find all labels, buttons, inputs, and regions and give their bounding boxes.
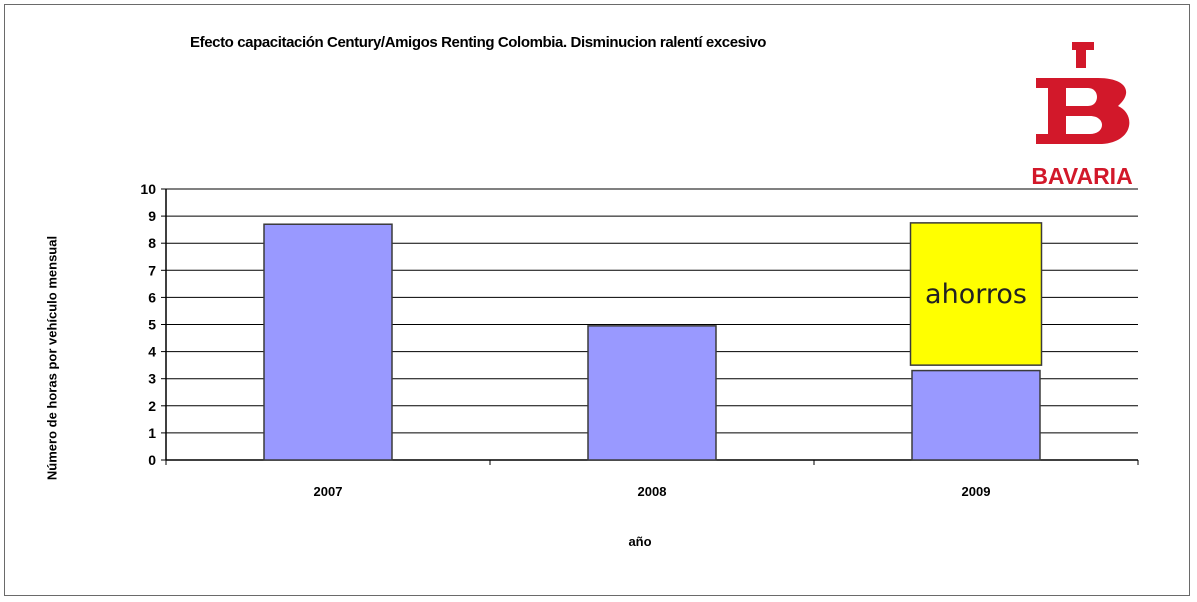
y-tick-label: 1 [148, 425, 156, 441]
savings-annotation-box [909, 222, 1043, 366]
bavaria-monogram-top [1072, 42, 1094, 68]
bar [263, 223, 393, 461]
x-axis-label: año [628, 534, 652, 549]
bavaria-wordmark: BAVARIA [1031, 163, 1132, 188]
savings-annotation-label: ahorros [925, 279, 1027, 310]
bar [587, 325, 717, 461]
y-tick-label: 9 [148, 208, 156, 224]
x-tick-label: 2009 [962, 484, 991, 499]
y-tick-label: 5 [148, 317, 156, 333]
bar [911, 369, 1041, 461]
y-tick-label: 0 [148, 452, 156, 468]
chart-frame [4, 4, 1190, 596]
x-tick-label: 2007 [314, 484, 343, 499]
bavaria-logo: BAVARIA [1031, 42, 1133, 188]
y-tick-label: 6 [148, 289, 156, 305]
y-tick-label: 4 [148, 344, 156, 360]
y-tick-label: 7 [148, 262, 156, 278]
bavaria-monogram-b [1036, 78, 1130, 144]
chart-title: Efecto capacitación Century/Amigos Renti… [190, 34, 767, 51]
y-tick-label: 10 [140, 181, 156, 197]
y-tick-label: 8 [148, 235, 156, 251]
y-tick-label: 3 [148, 371, 156, 387]
x-tick-label: 2008 [638, 484, 667, 499]
y-tick-label: 2 [148, 398, 156, 414]
